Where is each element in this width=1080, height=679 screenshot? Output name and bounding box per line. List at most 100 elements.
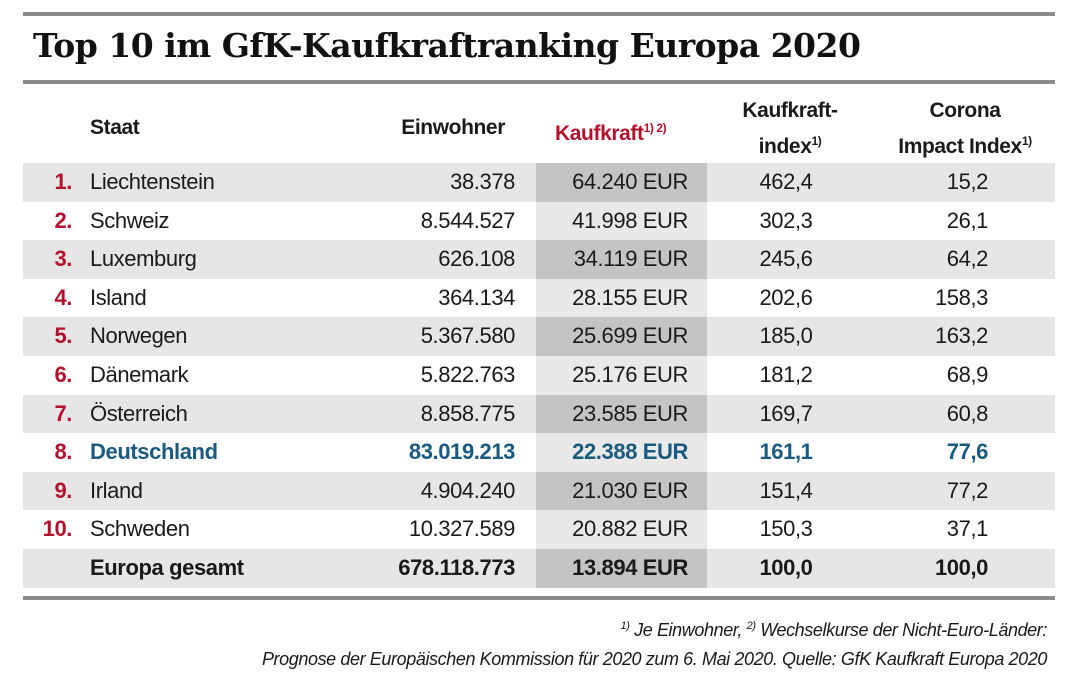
kaufkraft-column-shade	[536, 394, 707, 434]
cell-einwohner: 10.327.589	[408, 516, 516, 542]
cell-rank: 10.	[42, 516, 73, 542]
cell-kaufkraftindex: 302,3	[759, 207, 813, 233]
footnote-sup1: 1)	[620, 620, 630, 632]
cell-kaufkraft: 64.240 EUR	[572, 169, 688, 194]
header-kaufkraft-label: Kaufkraft	[555, 122, 644, 145]
header-kaufkraftindex: Kaufkraft-index1)	[720, 96, 860, 162]
kaufkraft-column-shade	[536, 548, 707, 588]
cell-kaufkraftindex: 202,6	[759, 284, 813, 310]
cell-staat: Norwegen	[90, 323, 188, 349]
kaufkraft-column-shade	[536, 471, 707, 511]
header-staat-label: Staat	[90, 116, 140, 139]
cell-kaufkraft: 23.585 EUR	[572, 400, 688, 426]
cell-kaufkraftindex: 150,3	[759, 516, 813, 542]
bottom-rule	[23, 596, 1055, 600]
footnote-text2: Wechselkurse der Nicht-Euro-Länder:	[755, 620, 1047, 640]
table-row: 9. Irland 4.904.240 21.030 EUR 151,4 77,2	[23, 471, 1055, 511]
cell-staat: Österreich	[90, 400, 188, 426]
cell-kaufkraft: 25.699 EUR	[572, 323, 688, 349]
cell-rank: 6.	[54, 361, 72, 387]
table-body: 1. Liechtenstein 38.378 64.240 EUR 462,4 15,2…	[23, 163, 1055, 588]
cell-einwohner: 5.367.580	[420, 323, 516, 349]
cell-kaufkraft: 13.894 EUR	[572, 554, 688, 580]
cell-kaufkraftindex: 169,7	[759, 400, 813, 426]
table-title: Top 10 im GfK-Kaufkraftranking Europa 20…	[33, 26, 861, 65]
cell-rank: 2.	[54, 207, 72, 233]
cell-rank: 9.	[54, 477, 72, 503]
cell-einwohner: 678.118.773	[398, 554, 515, 580]
header-einwohner: Einwohner	[401, 113, 505, 143]
cell-rank: 4.	[54, 284, 72, 310]
cell-staat: Liechtenstein	[90, 169, 215, 194]
header-corona-line1: Corona	[929, 99, 1001, 122]
cell-rank: 8.	[54, 439, 72, 465]
kaufkraft-column-shade	[536, 201, 707, 241]
header-corona-line2: Impact Index	[898, 135, 1022, 158]
footnote-sup2: 2)	[746, 620, 756, 632]
cell-kaufkraftindex: 161,1	[759, 439, 813, 465]
cell-einwohner: 8.544.527	[420, 207, 516, 233]
cell-rank: 5.	[54, 323, 72, 349]
cell-kaufkraftindex: 100,0	[759, 554, 813, 580]
footnote: 1) Je Einwohner, 2) Wechselkurse der Nic…	[262, 612, 1047, 674]
header-staat: Staat	[90, 113, 140, 143]
cell-staat: Island	[90, 284, 147, 310]
cell-kaufkraftindex: 245,6	[759, 246, 813, 272]
cell-corona-impact-index: 100,0	[934, 554, 988, 580]
cell-einwohner: 8.858.775	[420, 400, 516, 426]
header-kaufkraftindex-sup: 1)	[811, 134, 822, 148]
header-kaufkraft-sup: 1) 2)	[643, 121, 667, 135]
cell-kaufkraft: 20.882 EUR	[572, 516, 688, 542]
cell-kaufkraft: 34.119 EUR	[573, 246, 689, 272]
cell-einwohner: 83.019.213	[408, 439, 516, 465]
table-row: 8. Deutschland 83.019.213 22.388 EUR 161,1 77…	[23, 433, 1055, 472]
kaufkraft-column-shade	[536, 317, 707, 356]
cell-kaufkraftindex: 462,4	[759, 169, 813, 194]
cell-einwohner: 38.378	[450, 169, 515, 194]
header-einwohner-label: Einwohner	[401, 116, 505, 139]
kaufkraft-column-shade	[536, 355, 707, 395]
table-row: 3. Luxemburg 626.108 34.119 EUR 245,6 64,2	[23, 240, 1055, 279]
top-rule	[23, 12, 1055, 16]
table-total-row: Europa gesamt 678.118.773 13.894 EUR 100,0 1…	[23, 548, 1055, 588]
footnote-text1: Je Einwohner,	[629, 620, 747, 640]
cell-corona-impact-index: 64,2	[946, 246, 989, 272]
cell-staat: Europa gesamt	[90, 554, 244, 580]
cell-rank: 1.	[54, 169, 72, 194]
cell-kaufkraft: 21.030 EUR	[572, 477, 688, 503]
table-row: 7. Österreich 8.858.775 23.585 EUR 169,7 60,8	[23, 394, 1055, 434]
cell-einwohner: 5.822.763	[420, 361, 516, 387]
cell-einwohner: 364.134	[438, 284, 515, 310]
table-row: 1. Liechtenstein 38.378 64.240 EUR 462,4 15,2	[23, 163, 1055, 202]
cell-kaufkraft: 25.176 EUR	[572, 361, 688, 387]
kaufkraft-column-shade	[536, 433, 707, 472]
cell-kaufkraftindex: 185,0	[759, 323, 813, 349]
kaufkraft-column-shade	[536, 278, 707, 318]
kaufkraft-column-shade	[536, 240, 707, 279]
cell-staat: Deutschland	[90, 439, 218, 465]
table-row: 2. Schweiz 8.544.527 41.998 EUR 302,3 26,1	[23, 201, 1055, 241]
table-row: 4. Island 364.134 28.155 EUR 202,6 158,3	[23, 278, 1055, 318]
table-row: 5. Norwegen 5.367.580 25.699 EUR 185,0 163,2	[23, 317, 1055, 356]
cell-staat: Dänemark	[90, 361, 189, 387]
cell-corona-impact-index: 26,1	[946, 207, 989, 233]
cell-staat: Irland	[90, 477, 143, 503]
cell-staat: Schweden	[90, 516, 190, 542]
cell-corona-impact-index: 158,3	[934, 284, 988, 310]
header-kaufkraftindex-line1: Kaufkraft-	[742, 99, 838, 122]
cell-staat: Luxemburg	[90, 246, 197, 272]
cell-einwohner: 4.904.240	[420, 477, 516, 503]
cell-staat: Schweiz	[90, 207, 170, 233]
table-row: 6. Dänemark 5.822.763 25.176 EUR 181,2 68,9	[23, 355, 1055, 395]
header-kaufkraft: Kaufkraft1) 2)	[555, 113, 667, 149]
cell-einwohner: 626.108	[438, 246, 515, 272]
table-row: 10. Schweden 10.327.589 20.882 EUR 150,3 37,1	[23, 510, 1055, 549]
cell-kaufkraftindex: 151,4	[759, 477, 813, 503]
cell-corona-impact-index: 15,2	[946, 169, 989, 194]
cell-corona-impact-index: 37,1	[946, 516, 989, 542]
cell-kaufkraft: 22.388 EUR	[572, 439, 688, 465]
kaufkraft-column-shade	[536, 163, 707, 202]
header-kaufkraftindex-line2: index	[758, 135, 812, 158]
cell-rank: 3.	[54, 246, 72, 272]
cell-corona-impact-index: 163,2	[934, 323, 988, 349]
